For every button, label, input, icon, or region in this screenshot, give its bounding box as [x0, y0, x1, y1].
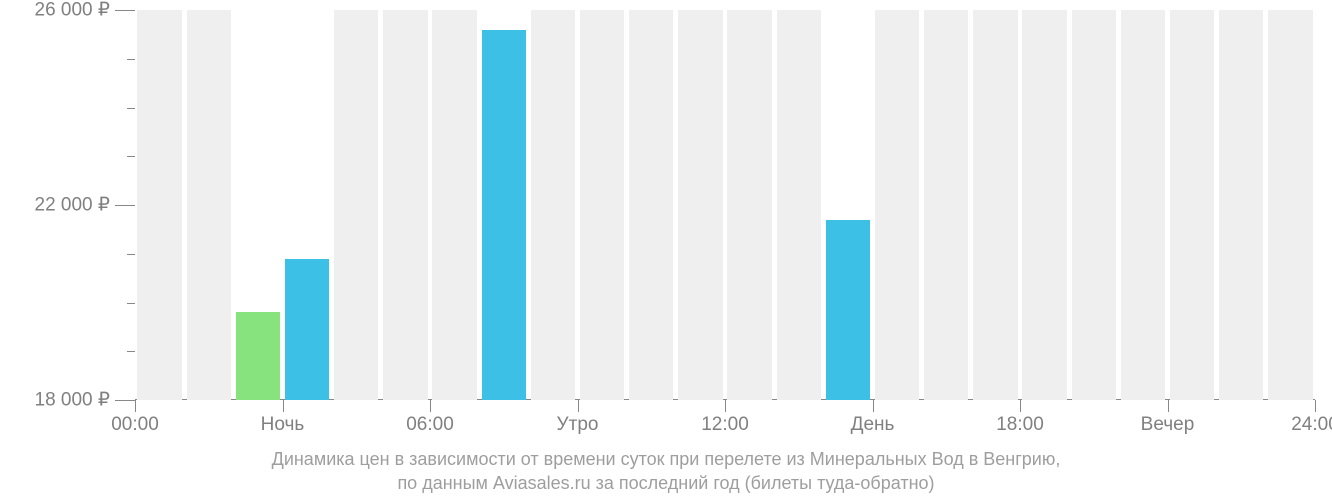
bar-empty	[1219, 10, 1263, 400]
y-tick-minor	[127, 303, 135, 304]
bar-slot	[381, 10, 430, 400]
x-tick-label: 18:00	[996, 414, 1044, 436]
bar-empty	[875, 10, 919, 400]
x-tick	[1020, 400, 1021, 412]
bar-cheapest	[236, 312, 280, 400]
bar-slot	[627, 10, 676, 400]
bar-slot	[430, 10, 479, 400]
bar-empty	[727, 10, 771, 400]
bar-empty	[432, 10, 476, 400]
x-tick	[578, 400, 579, 412]
x-tick	[725, 400, 726, 412]
bar-slot	[922, 10, 971, 400]
bar-empty	[334, 10, 378, 400]
x-tick	[283, 400, 284, 412]
bar-empty	[1268, 10, 1312, 400]
y-tick-major	[115, 10, 135, 11]
y-tick-label: 18 000 ₽	[35, 389, 110, 412]
x-axis: 00:00Ночь06:00Утро12:00День18:00Вечер24:…	[135, 400, 1315, 440]
x-tick-label: 12:00	[701, 414, 749, 436]
plot-area	[135, 10, 1315, 400]
bar-slot	[135, 10, 184, 400]
bar-value	[285, 259, 329, 400]
bar-slot	[1168, 10, 1217, 400]
bar-slot	[725, 10, 774, 400]
bar-empty	[924, 10, 968, 400]
bar-slot	[1020, 10, 1069, 400]
bar-slot	[578, 10, 627, 400]
bar-slot	[1266, 10, 1315, 400]
y-axis: 26 000 ₽22 000 ₽18 000 ₽	[0, 10, 135, 400]
x-tick	[1315, 400, 1316, 412]
bar-empty	[1022, 10, 1066, 400]
bar-empty	[383, 10, 427, 400]
y-tick-major	[115, 400, 135, 401]
x-tick-label: Вечер	[1141, 414, 1195, 436]
bar-value	[826, 220, 870, 400]
bar-slot	[332, 10, 381, 400]
bar-empty	[973, 10, 1017, 400]
bar-empty	[777, 10, 821, 400]
bar-slot	[774, 10, 823, 400]
bar-slot	[1118, 10, 1167, 400]
bar-slot	[1069, 10, 1118, 400]
y-tick-minor	[127, 351, 135, 352]
y-tick-label: 22 000 ₽	[35, 194, 110, 217]
bar-slot	[1217, 10, 1266, 400]
x-tick	[135, 400, 136, 412]
chart-caption: Динамика цен в зависимости от времени су…	[0, 447, 1332, 496]
caption-line-2: по данным Aviasales.ru за последний год …	[397, 473, 934, 493]
bar-empty	[678, 10, 722, 400]
y-tick-minor	[127, 108, 135, 109]
y-tick-label: 26 000 ₽	[35, 0, 110, 22]
x-tick	[873, 400, 874, 412]
bar-empty	[137, 10, 181, 400]
bar-empty	[1170, 10, 1214, 400]
price-by-hour-chart: 26 000 ₽22 000 ₽18 000 ₽ 00:00Ночь06:00У…	[0, 0, 1332, 502]
x-tick-label: Утро	[557, 414, 599, 436]
bar-slot	[823, 10, 872, 400]
x-tick-label: Ночь	[261, 414, 305, 436]
x-tick	[1168, 400, 1169, 412]
bar-empty	[187, 10, 231, 400]
y-tick-minor	[127, 59, 135, 60]
bar-value	[482, 30, 526, 401]
bar-empty	[1072, 10, 1116, 400]
x-tick-label: 00:00	[111, 414, 159, 436]
bar-slot	[479, 10, 528, 400]
y-tick-minor	[127, 156, 135, 157]
bar-empty	[629, 10, 673, 400]
bar-slot	[184, 10, 233, 400]
bar-slot	[233, 10, 282, 400]
bar-slot	[873, 10, 922, 400]
bar-slot	[528, 10, 577, 400]
bar-slot	[283, 10, 332, 400]
bar-slot	[676, 10, 725, 400]
caption-line-1: Динамика цен в зависимости от времени су…	[272, 449, 1061, 469]
x-tick	[430, 400, 431, 412]
bar-empty	[1121, 10, 1165, 400]
bar-slot	[971, 10, 1020, 400]
y-tick-minor	[127, 254, 135, 255]
bar-empty	[531, 10, 575, 400]
x-tick-label: 24:00	[1291, 414, 1332, 436]
y-tick-major	[115, 205, 135, 206]
bar-empty	[580, 10, 624, 400]
x-tick-label: 06:00	[406, 414, 454, 436]
x-tick-label: День	[851, 414, 895, 436]
